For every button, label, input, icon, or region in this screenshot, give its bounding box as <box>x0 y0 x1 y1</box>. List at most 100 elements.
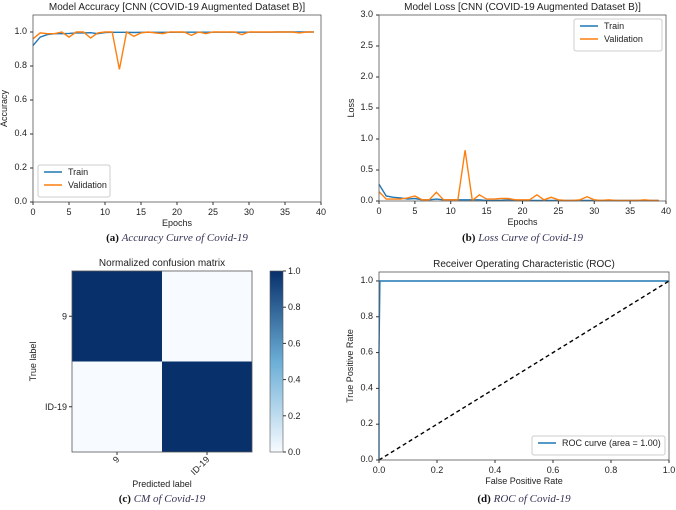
colorbar <box>269 270 284 453</box>
y-tick-label: 2.0 <box>360 71 373 81</box>
colorbar-tick-label: 0.0 <box>288 447 301 457</box>
colorbar-tick-label: 0.2 <box>288 411 301 421</box>
colorbar-tick-label: 0.6 <box>288 338 301 348</box>
legend-label: Train <box>604 21 624 31</box>
caption-letter: (a) <box>106 232 122 244</box>
series-line-chance <box>378 280 670 461</box>
y-tick-label: 0.8 <box>360 311 373 321</box>
series-line-validation <box>32 30 314 70</box>
x-axis-label: Epochs <box>162 218 193 228</box>
x-tick-label: 1.0 <box>663 465 676 475</box>
y-axis-label: Accuracy <box>0 89 9 127</box>
x-tick-label: 25 <box>208 207 218 217</box>
x-tick-label: 20 <box>172 207 182 217</box>
plot-frame <box>378 271 670 461</box>
x-tick-label: 20 <box>517 206 527 216</box>
cm-chart: Normalized confusion matrix (c) CM of Cov… <box>28 258 301 505</box>
y-tick-label: 0.5 <box>360 164 373 174</box>
chart-title: Normalized confusion matrix <box>99 258 225 269</box>
y-tick-label: 9 <box>62 311 67 321</box>
x-tick-label: ID-19 <box>189 454 212 477</box>
chart-title: Receiver Operating Characteristic (ROC) <box>433 259 615 270</box>
y-tick-label: 0.2 <box>14 162 27 172</box>
y-tick-label: 1.0 <box>360 275 373 285</box>
y-tick-label: 1.0 <box>14 26 27 36</box>
y-tick-label: 2.5 <box>360 40 373 50</box>
legend: ROC curve (area = 1.00) <box>531 435 666 456</box>
x-tick-label: 15 <box>482 206 492 216</box>
caption-text: ROC of Covid-19 <box>493 493 571 505</box>
x-tick-label: 40 <box>316 207 326 217</box>
x-axis-label: Predicted label <box>132 479 192 489</box>
acc-chart: Model Accuracy [CNN (COVID-19 Augmented … <box>0 2 326 244</box>
caption-letter: (c) <box>119 493 134 505</box>
legend-box <box>573 18 663 52</box>
y-axis-label: True label <box>28 342 38 382</box>
x-tick-label: 5 <box>66 207 71 217</box>
colorbar-tick-label: 0.4 <box>288 375 301 385</box>
plot-frame <box>71 270 253 453</box>
figure-caption: (d) ROC of Covid-19 <box>477 493 571 505</box>
x-tick-label: 15 <box>136 207 146 217</box>
heatmap-cell <box>72 361 162 452</box>
y-tick-label: 1.0 <box>360 133 373 143</box>
series-line-train <box>32 31 314 47</box>
x-tick-label: 0.8 <box>605 465 618 475</box>
series-line-validation <box>378 150 659 202</box>
x-tick-label: 10 <box>446 206 456 216</box>
colorbar-tick-label: 0.8 <box>288 302 301 312</box>
x-tick-label: 0 <box>30 207 35 217</box>
roc-chart: Receiver Operating Characteristic (ROC) (… <box>345 259 675 505</box>
chart-title: Model Loss [CNN (COVID-19 Augmented Data… <box>404 2 641 13</box>
legend-label: ROC curve (area = 1.00) <box>562 438 661 448</box>
y-axis-label: True Positive Rate <box>345 329 355 403</box>
x-tick-label: 0.0 <box>373 465 386 475</box>
y-tick-label: 0.4 <box>14 128 27 138</box>
x-tick-label: 0.4 <box>489 465 502 475</box>
x-tick-label: 35 <box>280 207 290 217</box>
x-axis-label: Epochs <box>507 217 538 227</box>
chart-title: Model Accuracy [CNN (COVID-19 Augmented … <box>49 2 305 13</box>
y-tick-label: 0.0 <box>360 454 373 464</box>
heatmap-cell <box>162 271 252 362</box>
x-tick-label: 30 <box>244 207 254 217</box>
legend-box <box>37 164 111 198</box>
heatmap-cell <box>162 361 252 452</box>
x-tick-label: 25 <box>553 206 563 216</box>
y-tick-label: 0.4 <box>360 382 373 392</box>
heatmap-cell <box>72 271 162 362</box>
colorbar-tick-label: 1.0 <box>288 266 301 276</box>
y-tick-label: 0.0 <box>14 196 27 206</box>
y-tick-label: ID-19 <box>45 402 67 412</box>
y-axis-label: Loss <box>346 98 356 118</box>
x-tick-label: 10 <box>100 207 110 217</box>
x-tick-label: 35 <box>625 206 635 216</box>
figure-caption: (c) CM of Covid-19 <box>119 493 206 505</box>
legend-label: Validation <box>604 34 643 44</box>
y-tick-label: 0.0 <box>360 195 373 205</box>
caption-letter: (d) <box>477 493 493 505</box>
y-tick-label: 0.6 <box>14 94 27 104</box>
legend: Train Validation <box>573 18 663 52</box>
x-tick-label: 0.2 <box>431 465 444 475</box>
x-tick-label: 9 <box>111 454 122 465</box>
legend-box <box>531 435 666 456</box>
figure-caption: (a) Accuracy Curve of Covid-19 <box>106 232 248 244</box>
x-tick-label: 0.6 <box>547 465 560 475</box>
x-tick-label: 0 <box>376 206 381 216</box>
caption-text: CM of Covid-19 <box>134 493 206 505</box>
x-axis-label: False Positive Rate <box>485 476 563 486</box>
y-tick-label: 0.2 <box>360 418 373 428</box>
legend-label: Train <box>68 167 88 177</box>
y-tick-label: 0.8 <box>14 60 27 70</box>
x-tick-label: 40 <box>661 206 671 216</box>
legend-label: Validation <box>68 180 107 190</box>
series-line-train <box>378 183 659 202</box>
x-tick-label: 30 <box>589 206 599 216</box>
loss-chart: Model Loss [CNN (COVID-19 Augmented Data… <box>346 2 671 244</box>
caption-letter: (b) <box>462 232 478 244</box>
y-tick-label: 0.6 <box>360 347 373 357</box>
caption-text: Accuracy Curve of Covid-19 <box>121 232 249 244</box>
y-tick-label: 1.5 <box>360 102 373 112</box>
